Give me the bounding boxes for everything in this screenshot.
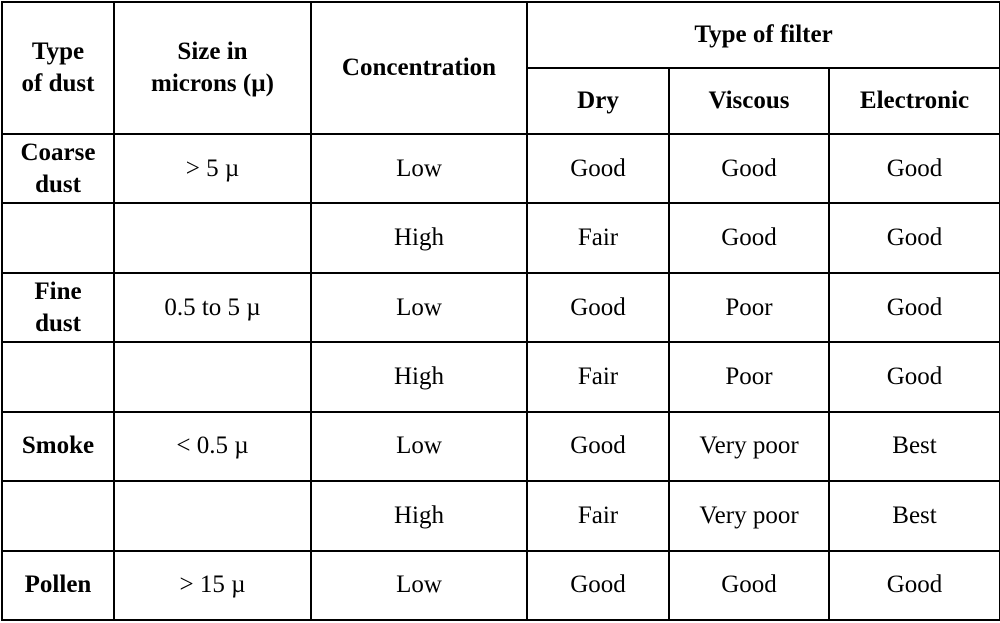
cell-type: Coarse dust	[1, 132, 115, 205]
cell-viscous: Good	[668, 202, 830, 274]
cell-electronic: Good	[827, 132, 1000, 205]
cell-dry: Fair	[526, 202, 670, 274]
cell-type: Fine dust	[1, 271, 115, 344]
cell-size: > 5 µ	[113, 132, 312, 205]
header-dry: Dry	[526, 67, 670, 135]
table-body: Coarse dust > 5 µ Low Good Good Good Hig…	[1, 132, 1000, 622]
cell-size: > 15 µ	[113, 549, 312, 622]
cell-concentration: High	[310, 480, 528, 552]
cell-viscous: Very poor	[668, 480, 830, 552]
cell-electronic: Good	[827, 202, 1000, 274]
cell-electronic: Good	[827, 341, 1000, 413]
cell-dry: Good	[526, 271, 670, 344]
cell-type: Pollen	[1, 549, 115, 622]
cell-concentration: Low	[310, 271, 528, 344]
cell-dry: Good	[526, 549, 670, 622]
cell-type	[1, 341, 115, 413]
header-type-of-filter: Type of filter	[525, 1, 1000, 69]
header-size: Size in microns (µ)	[113, 1, 312, 135]
cell-type: Smoke	[1, 410, 115, 483]
cell-concentration: Low	[310, 132, 528, 205]
table-row: Smoke < 0.5 µ Low Good Very poor Best	[1, 410, 1000, 483]
cell-dry: Fair	[526, 480, 670, 552]
header-type-of-dust: Type of dust	[1, 1, 115, 135]
header-concentration: Concentration	[310, 1, 528, 135]
cell-size	[113, 480, 312, 552]
table-row: Coarse dust > 5 µ Low Good Good Good	[1, 132, 1000, 205]
cell-concentration: High	[310, 202, 528, 274]
table-row: Fine dust 0.5 to 5 µ Low Good Poor Good	[1, 271, 1000, 344]
table-row: High Fair Very poor Best	[1, 480, 1000, 552]
cell-electronic: Best	[827, 480, 1000, 552]
cell-concentration: Low	[310, 410, 528, 483]
cell-concentration: Low	[310, 549, 528, 622]
header-viscous: Viscous	[668, 67, 830, 135]
cell-viscous: Good	[668, 549, 830, 622]
header-row-2: Dry Viscous Electronic	[2, 67, 1000, 135]
cell-viscous: Poor	[668, 271, 830, 344]
cell-viscous: Poor	[668, 341, 830, 413]
cell-type	[1, 480, 115, 552]
cell-size	[113, 341, 312, 413]
cell-dry: Good	[526, 132, 670, 205]
table-row: Pollen > 15 µ Low Good Good Good	[1, 549, 1000, 622]
table-row: High Fair Poor Good	[1, 341, 1000, 413]
header-row-1: Type of dust Size in microns (µ) Concent…	[1, 1, 1000, 135]
cell-viscous: Very poor	[668, 410, 830, 483]
cell-dry: Good	[526, 410, 670, 483]
cell-electronic: Good	[827, 271, 1000, 344]
cell-electronic: Best	[827, 410, 1000, 483]
header-electronic: Electronic	[827, 67, 1000, 135]
cell-dry: Fair	[526, 341, 670, 413]
cell-type	[1, 202, 115, 274]
cell-viscous: Good	[668, 132, 830, 205]
cell-concentration: High	[310, 341, 528, 413]
cell-size	[113, 202, 312, 274]
cell-size: < 0.5 µ	[113, 410, 312, 483]
table-header: Type of dust Size in microns (µ) Concent…	[1, 1, 1000, 135]
cell-size: 0.5 to 5 µ	[113, 271, 312, 344]
table-row: High Fair Good Good	[1, 202, 1000, 274]
cell-electronic: Good	[827, 549, 1000, 622]
